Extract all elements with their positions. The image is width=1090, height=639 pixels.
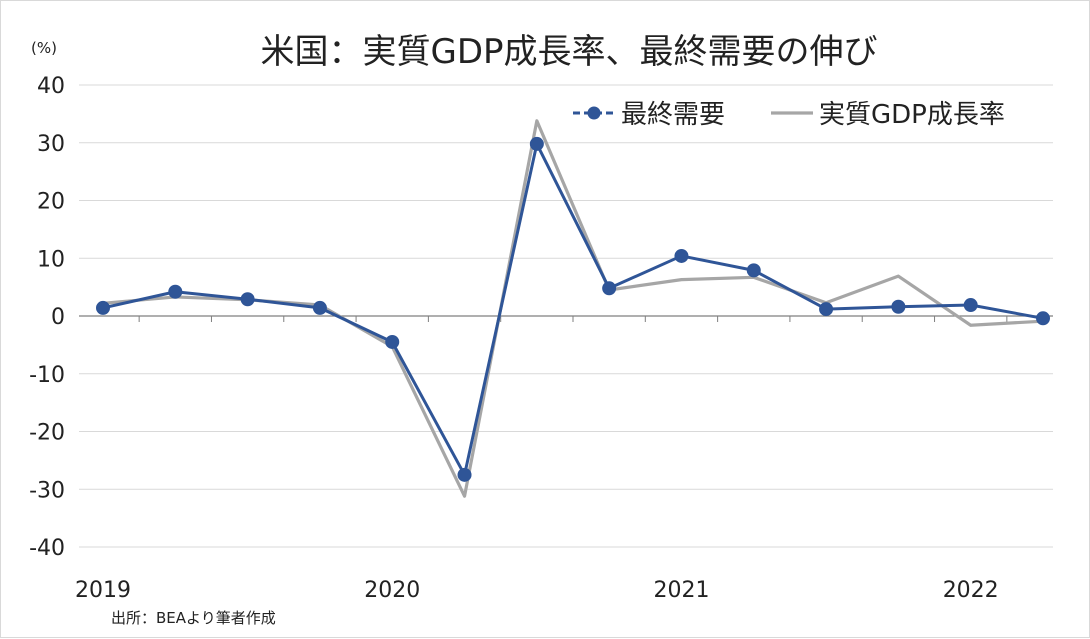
chart-title: 米国：実質GDP成長率、最終需要の伸び [260,32,877,72]
x-tick-label: 2020 [364,578,420,603]
y-tick-label: -40 [29,536,65,561]
x-tick-label: 2022 [943,578,999,603]
legend-label: 実質GDP成長率 [819,100,1005,130]
data-point [457,467,472,482]
legend: 最終需要 実質GDP成長率 [573,100,1005,130]
data-point [746,263,761,278]
x-tick-label: 2021 [653,578,709,603]
y-tick-label: 30 [37,132,65,157]
data-point [963,298,978,313]
y-tick-label: -20 [29,421,65,446]
data-point [240,292,255,307]
data-point [168,284,183,299]
gridlines [79,84,1053,548]
series-lines [96,119,1050,498]
data-point [602,281,617,296]
data-point [674,248,689,263]
data-point [891,299,906,314]
series-line [102,142,1044,477]
legend-marker [587,106,601,120]
x-tick-labels: 2019 2020 2021 2022 [75,316,1008,603]
y-tick-label: 0 [51,305,65,330]
source-note: 出所：BEAより筆者作成 [111,609,276,627]
y-tick-label: 20 [37,190,65,215]
legend-label: 最終需要 [621,100,725,130]
y-tick-label: -30 [29,478,65,503]
y-tick-labels: 40 30 20 10 0 -10 -20 -30 -40 [29,74,65,561]
data-point [529,136,544,151]
data-point [819,302,834,317]
data-point [312,300,327,315]
data-point [96,300,110,315]
y-tick-label: 40 [37,74,65,99]
y-unit-label: (%) [31,39,57,57]
y-tick-label: 10 [37,247,65,272]
x-tick-label: 2019 [75,578,131,603]
data-point [1036,311,1050,326]
y-tick-label: -10 [29,363,65,388]
data-point [385,334,400,349]
